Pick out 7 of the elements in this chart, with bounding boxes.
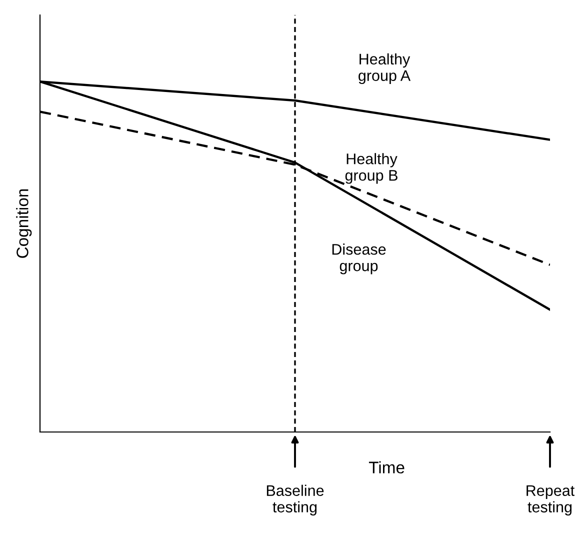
series-label: Healthy group A bbox=[358, 53, 411, 84]
y-axis-title: Cognition bbox=[16, 189, 32, 258]
x-axis-title: Time bbox=[368, 461, 404, 474]
x-tick-label: Baseline testing bbox=[266, 484, 324, 516]
x-tick-label: Repeat testing bbox=[526, 485, 575, 516]
series-label: Disease group bbox=[332, 244, 386, 274]
series-label: Healthy group B bbox=[345, 153, 398, 184]
